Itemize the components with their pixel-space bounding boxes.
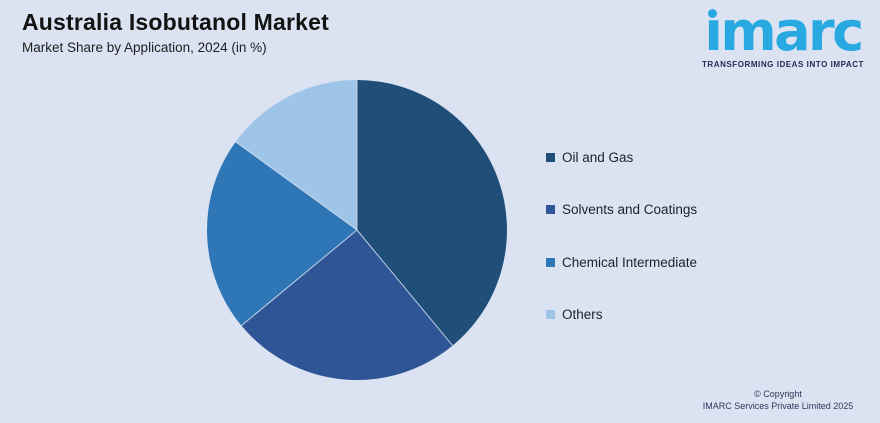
- legend-label: Oil and Gas: [562, 149, 634, 165]
- logo-wordmark-text: ımarc: [704, 0, 864, 63]
- legend-swatch-icon: [546, 310, 555, 319]
- logo-i-dot-icon: [708, 9, 718, 18]
- legend-label: Chemical Intermediate: [562, 254, 698, 270]
- pie-slice-oil-and-gas: [357, 80, 508, 346]
- legend-item-chemical-intermediate: Chemical Intermediate: [546, 254, 698, 270]
- pie-slice-others: [235, 80, 357, 230]
- logo-wordmark: ımarc: [704, 0, 864, 63]
- copyright: © Copyright IMARC Services Private Limit…: [688, 389, 868, 412]
- legend-item-solvents-and-coatings: Solvents and Coatings: [546, 202, 698, 217]
- copyright-line2: IMARC Services Private Limited 2025: [702, 400, 854, 411]
- legend: Oil and Gas Solvents and Coatings Chemical…: [546, 150, 697, 322]
- pie-slice-separator: [356, 229, 453, 346]
- pie-slice-separator: [235, 141, 358, 231]
- logo-tagline: TRANSFORMING IDEAS INTO IMPACT: [702, 60, 864, 69]
- page-subtitle: Market Share by Application, 2024 (in %): [22, 40, 267, 55]
- legend-swatch-icon: [546, 152, 555, 162]
- page-title: Australia Isobutanol Market: [22, 9, 330, 35]
- legend-swatch-icon: [546, 205, 555, 214]
- pie-slice-chemical-intermediate: [207, 141, 357, 326]
- legend-item-oil-and-gas: Oil and Gas: [546, 149, 697, 165]
- pie-slice-solvents-and-coatings: [241, 230, 453, 381]
- legend-swatch-icon: [546, 257, 555, 267]
- legend-label: Solvents and Coatings: [562, 202, 698, 217]
- imarc-logo: ımarc TRANSFORMING IDEAS INTO IMPACT: [697, 0, 869, 70]
- pie-chart-svg: [207, 80, 508, 381]
- copyright-line1: © Copyright: [754, 389, 802, 399]
- pie-slice-separator: [241, 229, 358, 326]
- legend-label: Others: [562, 307, 603, 322]
- pie-chart: [206, 79, 508, 381]
- legend-item-others: Others: [546, 307, 697, 322]
